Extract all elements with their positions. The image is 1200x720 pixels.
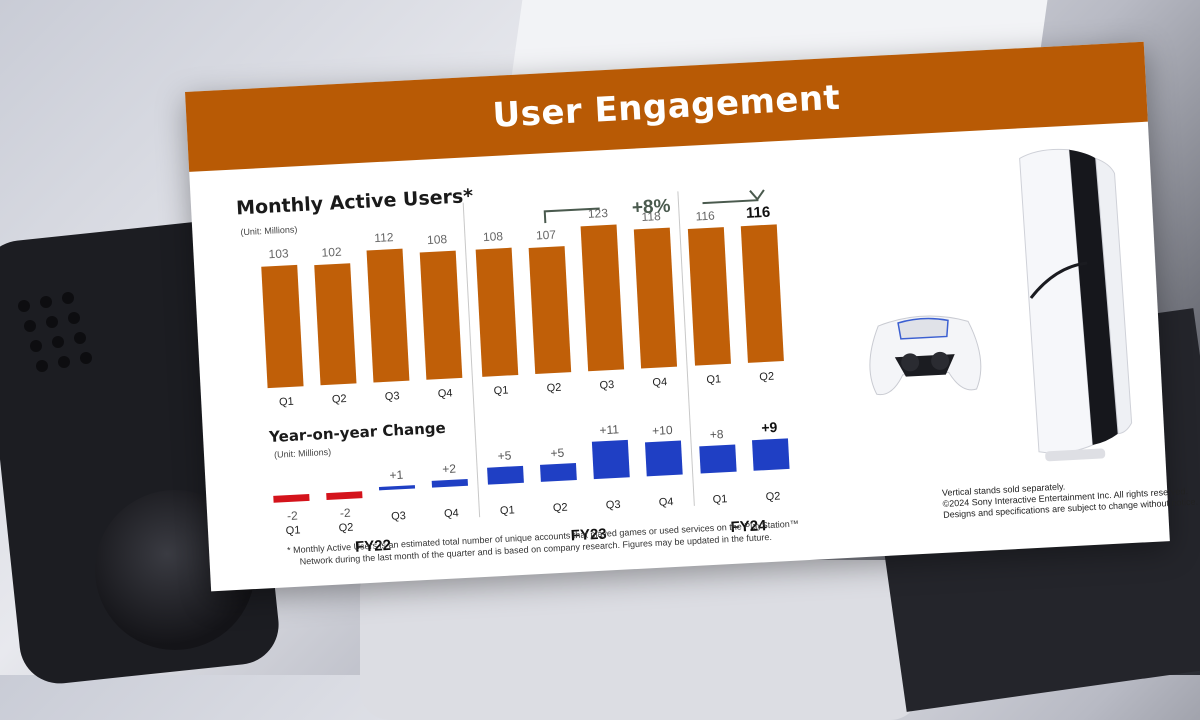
yoy-data-label: +2 xyxy=(442,462,457,477)
growth-label: +8% xyxy=(631,196,671,219)
mau-data-label: 102 xyxy=(321,245,342,260)
yoy-data-label: -2 xyxy=(340,506,352,521)
yoy-tick-label: Q4 xyxy=(444,507,459,520)
presentation-slide: User Engagement Monthly Active Users* (U… xyxy=(185,41,1198,592)
mau-tick-label: Q1 xyxy=(706,373,721,386)
yoy-tick-label: Q2 xyxy=(553,502,568,515)
yoy-bar xyxy=(326,491,363,500)
mau-bar xyxy=(740,224,784,363)
speaker-dot xyxy=(40,296,52,308)
yoy-bar xyxy=(540,463,577,482)
mau-data-label: 112 xyxy=(374,230,394,245)
yoy-bar xyxy=(378,485,416,491)
speaker-dot xyxy=(30,340,42,352)
yoy-bar xyxy=(699,444,737,474)
mau-data-label: 107 xyxy=(536,228,557,243)
yoy-tick-label: Q3 xyxy=(391,510,406,523)
mau-bar xyxy=(261,264,304,389)
speaker-dot xyxy=(80,352,92,364)
yoy-tick-label: Q2 xyxy=(765,490,780,503)
speaker-dot xyxy=(36,360,48,372)
yoy-tick-label: Q1 xyxy=(712,493,727,506)
mau-tick-label: Q3 xyxy=(385,390,400,403)
yoy-data-label: -2 xyxy=(287,508,299,523)
fiscal-year-label: FY23 xyxy=(570,526,607,545)
mau-tick-label: Q2 xyxy=(759,371,774,384)
yoy-bar xyxy=(591,439,630,480)
yoy-data-label: +8 xyxy=(709,427,724,442)
yoy-bar xyxy=(487,465,524,485)
yoy-tick-label: Q4 xyxy=(658,496,673,509)
yoy-data-label: +10 xyxy=(652,423,673,438)
charts-area: 103Q1102Q2112Q3108Q4108Q1107Q2123Q3118Q4… xyxy=(261,189,790,556)
yoy-data-label: +9 xyxy=(761,419,778,436)
controller-icon xyxy=(869,315,982,396)
background-console-lower xyxy=(360,560,920,720)
speaker-dot xyxy=(74,332,86,344)
yoy-bar xyxy=(431,478,468,488)
yoy-bar xyxy=(752,438,790,471)
yoy-tick-label: Q1 xyxy=(285,524,300,537)
yoy-data-label: +5 xyxy=(497,448,512,463)
mau-data-label: 118 xyxy=(641,209,661,224)
mau-bar xyxy=(633,227,678,369)
mau-bar xyxy=(528,246,572,375)
mau-tick-label: Q3 xyxy=(599,379,614,392)
mau-data-label: 116 xyxy=(746,204,771,222)
group-separator-0 xyxy=(462,202,481,518)
yoy-data-label: +5 xyxy=(550,446,565,461)
console-image xyxy=(999,143,1136,479)
mau-bar xyxy=(580,224,625,372)
fiscal-year-label: FY24 xyxy=(730,517,767,536)
mau-data-label: 108 xyxy=(427,232,448,247)
mau-tick-label: Q4 xyxy=(438,387,453,400)
growth-arrow-head xyxy=(749,189,765,201)
yoy-bar xyxy=(273,494,310,503)
yoy-bar xyxy=(644,440,683,477)
mau-tick-label: Q2 xyxy=(332,393,347,406)
speaker-dot xyxy=(58,356,70,368)
group-separator-1 xyxy=(677,191,695,506)
mau-tick-label: Q1 xyxy=(493,384,508,397)
mau-tick-label: Q4 xyxy=(652,376,667,389)
speaker-dot xyxy=(62,292,74,304)
yoy-tick-label: Q1 xyxy=(500,504,515,517)
ps5-console-icon xyxy=(1019,148,1133,462)
mau-data-label: 108 xyxy=(483,229,504,244)
speaker-dot xyxy=(68,312,80,324)
yoy-data-label: +11 xyxy=(599,422,619,437)
speaker-dot xyxy=(18,300,30,312)
mau-bar xyxy=(687,227,731,366)
yoy-tick-label: Q2 xyxy=(338,522,353,535)
mau-bar xyxy=(314,263,357,386)
mau-bar xyxy=(419,250,463,380)
speaker-dot xyxy=(52,336,64,348)
mau-bar xyxy=(366,248,410,383)
controller-image xyxy=(857,300,992,402)
yoy-tick-label: Q3 xyxy=(606,499,621,512)
yoy-data-label: +1 xyxy=(389,468,404,483)
mau-tick-label: Q1 xyxy=(279,396,294,409)
speaker-dot xyxy=(24,320,36,332)
mau-bar xyxy=(475,247,519,377)
mau-data-label: 116 xyxy=(695,209,715,224)
mau-data-label: 103 xyxy=(268,246,289,261)
mau-tick-label: Q2 xyxy=(546,382,561,395)
fiscal-year-label: FY22 xyxy=(355,537,392,556)
speaker-dot xyxy=(46,316,58,328)
